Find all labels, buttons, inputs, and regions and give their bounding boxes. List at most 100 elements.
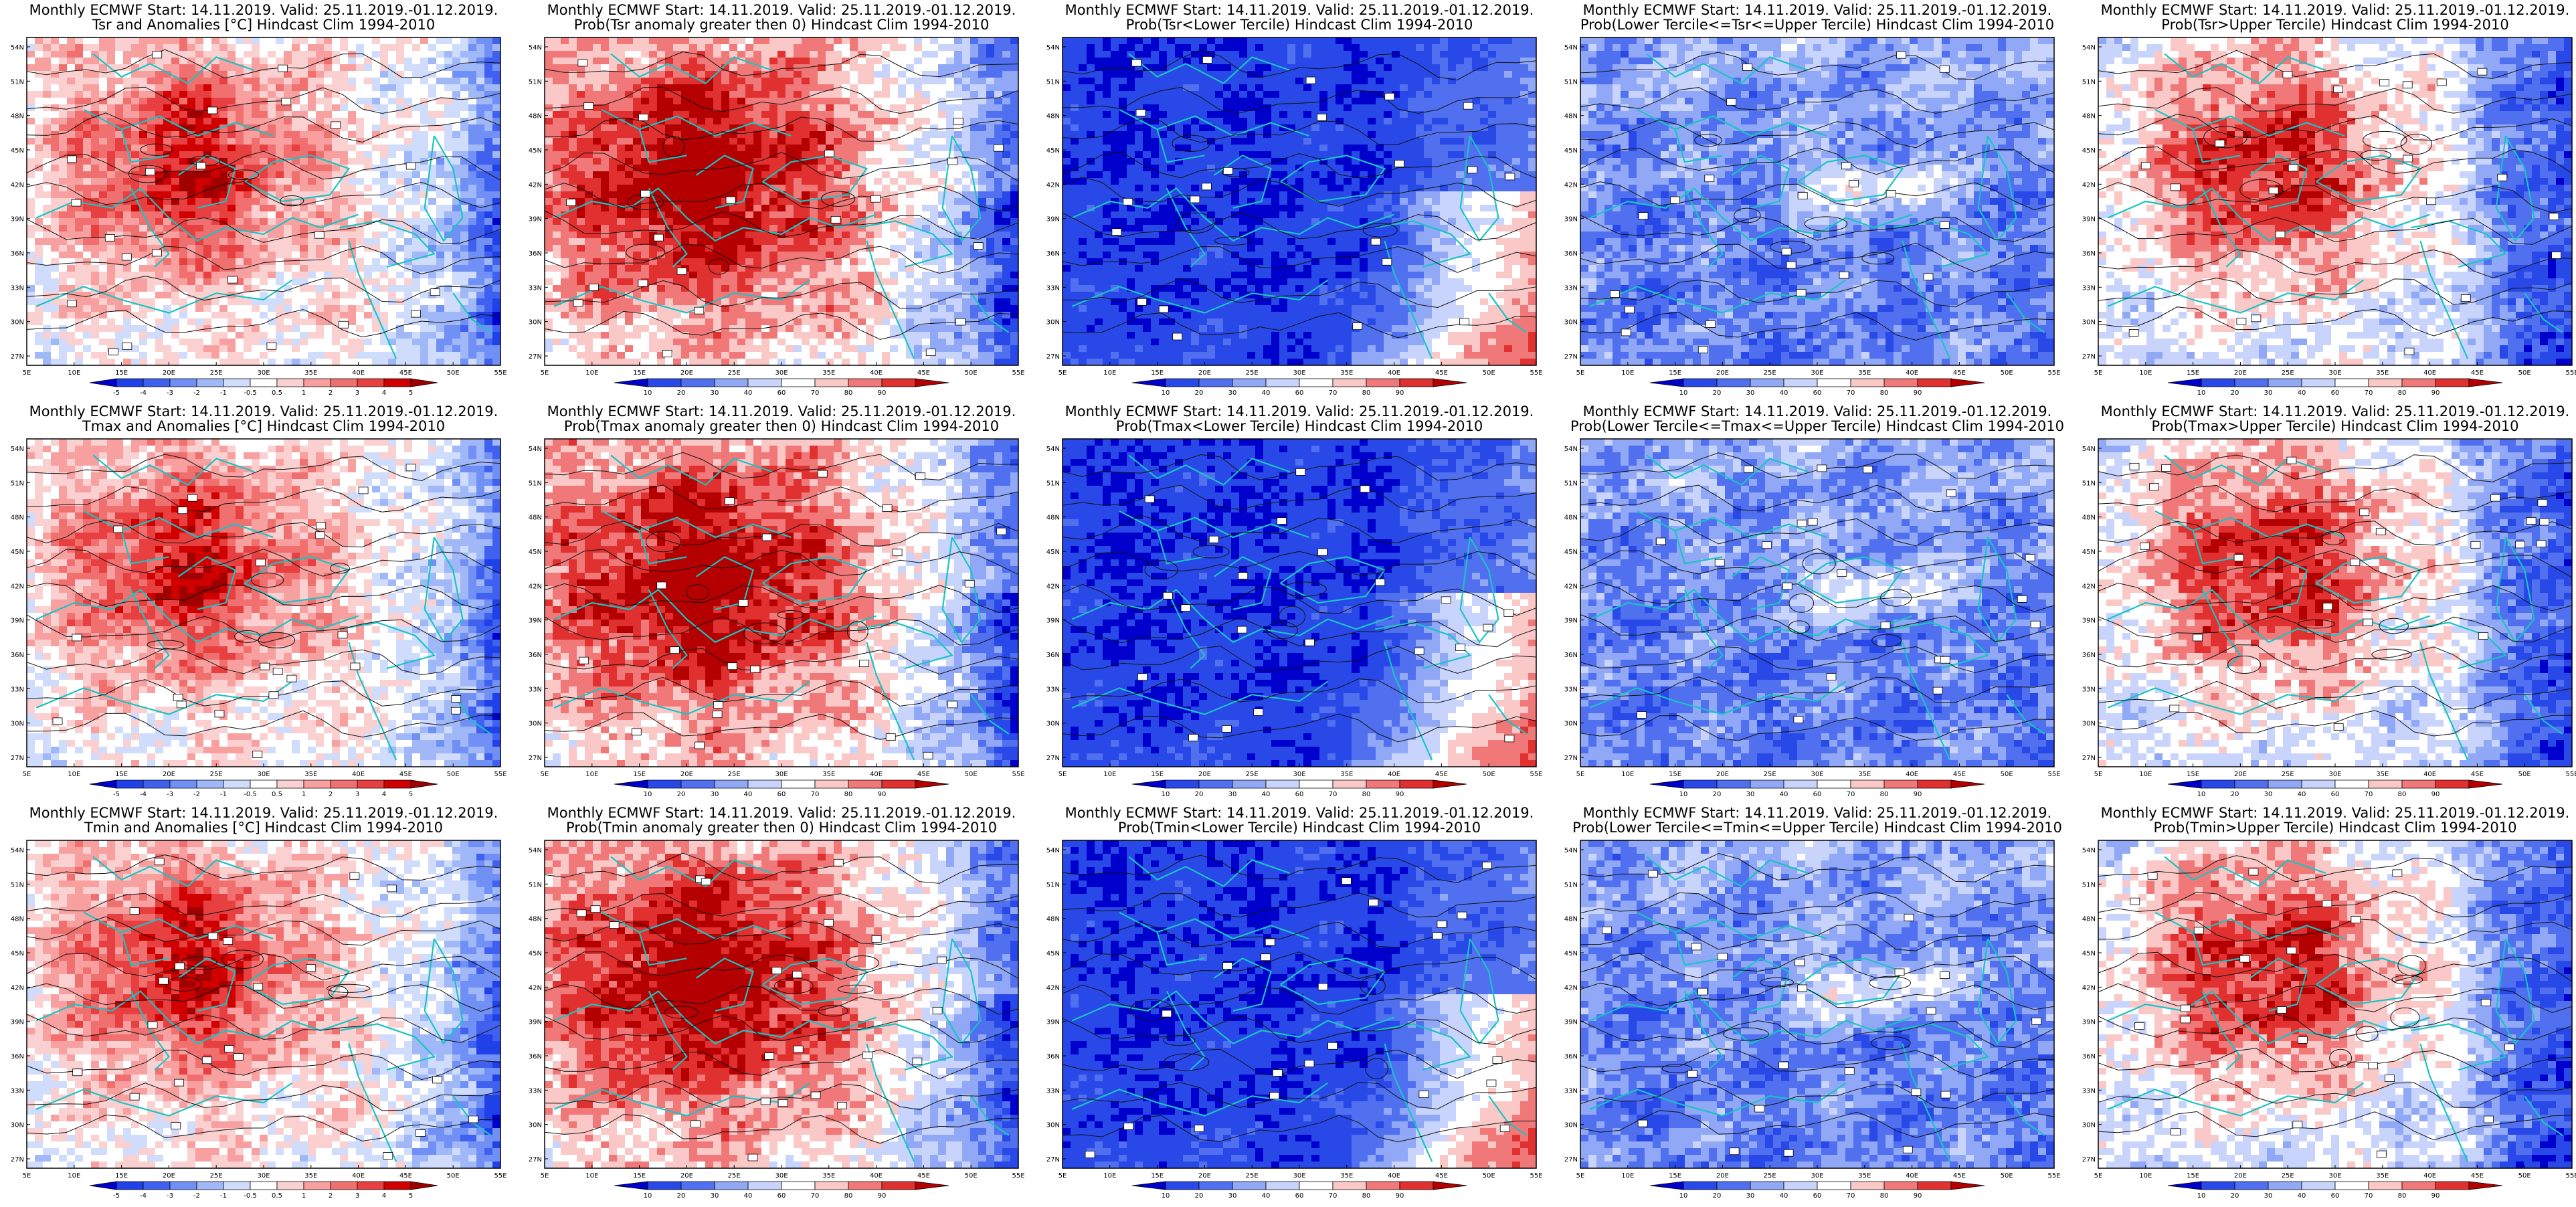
lon-tick-label: 5E	[1576, 1172, 1585, 1180]
lat-tick-label: 39N	[529, 216, 542, 223]
colorbar-swatch	[614, 780, 648, 788]
colorbar-swatch	[304, 379, 331, 387]
lon-tick-label: 10E	[68, 1172, 80, 1180]
colorbar-label: 80	[1362, 389, 1371, 397]
colorbar-swatch	[882, 780, 915, 788]
colorbar-label: 3	[355, 1192, 359, 1200]
lat-tick-label: 54N	[529, 44, 542, 52]
colorbar-label: 70	[1329, 791, 1338, 798]
lat-tick-label: 48N	[11, 113, 24, 120]
panel-title-line2: Prob(Lower Tercile<=Tmin<=Upper Tercile)…	[1572, 820, 2062, 836]
lat-tick-label: 45N	[1564, 950, 1578, 957]
colorbar-label: 80	[2398, 389, 2407, 397]
colorbar-swatch	[1232, 379, 1266, 387]
lat-tick-label: 48N	[529, 515, 542, 522]
colorbar-label: 70	[2365, 389, 2373, 397]
colorbar-swatch	[715, 379, 748, 387]
colorbar-swatch	[223, 1182, 250, 1190]
panel-title-line1: Monthly ECMWF Start: 14.11.2019. Valid: …	[1583, 805, 2052, 821]
lat-tick-label: 36N	[529, 250, 542, 258]
lon-tick-label: 15E	[2187, 369, 2199, 377]
colorbar-swatch	[2369, 379, 2402, 387]
colorbar-swatch	[384, 1182, 411, 1190]
lon-tick-label: 25E	[728, 1172, 741, 1180]
lon-tick-label: 30E	[2328, 1172, 2341, 1180]
lon-tick-label: 10E	[1103, 1172, 1116, 1180]
colorbar-label: 90	[1396, 791, 1404, 798]
colorbar-label: 70	[811, 1192, 820, 1200]
map-field	[1580, 439, 2055, 767]
lat-tick-label: 39N	[2082, 618, 2096, 625]
colorbar-swatch	[331, 1182, 357, 1190]
lat-tick-label: 39N	[1564, 216, 1578, 223]
lat-tick-label: 27N	[1564, 1156, 1578, 1164]
colorbar-swatch	[1333, 379, 1366, 387]
panel-title-line1: Monthly ECMWF Start: 14.11.2019. Valid: …	[547, 805, 1016, 821]
lon-tick-label: 20E	[1198, 771, 1211, 778]
colorbar-swatch	[1717, 1182, 1750, 1190]
panel-title-line2: Prob(Lower Tercile<=Tmax<=Upper Tercile)…	[1570, 418, 2064, 434]
lat-tick-label: 39N	[2082, 1019, 2096, 1026]
lat-tick-label: 30N	[2082, 1122, 2096, 1129]
lat-tick-label: 42N	[529, 181, 542, 189]
lon-tick-label: 50E	[1483, 771, 1495, 778]
colorbar-label: -1	[220, 791, 227, 798]
colorbar-swatch	[1132, 1182, 1166, 1190]
lat-tick-label: 33N	[529, 1087, 542, 1095]
colorbar-swatch	[1232, 1182, 1266, 1190]
colorbar-swatch	[781, 780, 815, 788]
lat-tick-label: 39N	[1046, 216, 1060, 223]
map-field	[2098, 840, 2573, 1169]
lat-tick-label: 48N	[2082, 515, 2096, 522]
lat-tick-label: 45N	[1564, 549, 1578, 556]
colorbar-label: 90	[2431, 791, 2440, 798]
lat-tick-label: 39N	[1564, 1019, 1578, 1026]
lon-tick-label: 25E	[210, 771, 223, 778]
colorbar-label: 30	[1228, 389, 1237, 397]
colorbar-swatch	[1299, 780, 1333, 788]
colorbar-label: 20	[2231, 791, 2239, 798]
colorbar-label: 80	[844, 1192, 853, 1200]
colorbar-swatch	[614, 379, 648, 387]
lon-tick-label: 55E	[494, 1172, 507, 1180]
map-panel-tmax-prob-middle: Monthly ECMWF Start: 14.11.2019. Valid: …	[1564, 403, 2064, 798]
lon-tick-label: 25E	[728, 771, 741, 778]
colorbar-swatch	[250, 1182, 277, 1190]
lat-tick-label: 36N	[1046, 1053, 1060, 1060]
lat-tick-label: 27N	[11, 1156, 24, 1164]
lat-tick-label: 54N	[1564, 847, 1578, 854]
lon-tick-label: 55E	[2047, 1172, 2060, 1180]
colorbar-swatch	[1166, 379, 1199, 387]
lon-tick-label: 25E	[1764, 1172, 1776, 1180]
colorbar-label: 1	[302, 1192, 306, 1200]
lon-tick-label: 50E	[1483, 369, 1495, 377]
lon-tick-label: 45E	[399, 1172, 412, 1180]
colorbar-label: 20	[2231, 1192, 2239, 1200]
lon-tick-label: 15E	[1151, 369, 1164, 377]
lat-tick-label: 27N	[1046, 353, 1060, 361]
colorbar-label: 20	[1713, 389, 1722, 397]
lat-tick-label: 33N	[2082, 1087, 2096, 1095]
lon-tick-label: 40E	[1906, 771, 1918, 778]
colorbar-label: 10	[2197, 791, 2206, 798]
colorbar-swatch	[1299, 1182, 1333, 1190]
lon-tick-label: 25E	[1764, 369, 1776, 377]
lat-tick-label: 30N	[529, 1122, 542, 1129]
lon-tick-label: 5E	[23, 1172, 31, 1180]
lon-tick-label: 10E	[1621, 369, 1634, 377]
colorbar-swatch	[1433, 780, 1467, 788]
colorbar-swatch	[1433, 379, 1467, 387]
lat-tick-label: 27N	[1046, 1156, 1060, 1164]
colorbar-label: 40	[744, 389, 753, 397]
colorbar-swatch	[223, 379, 250, 387]
panel-title-line2: Tmin and Anomalies [°C] Hindcast Clim 19…	[84, 820, 443, 836]
lat-tick-label: 54N	[529, 847, 542, 854]
panel-title-line1: Monthly ECMWF Start: 14.11.2019. Valid: …	[29, 2, 498, 18]
colorbar-swatch	[2335, 1182, 2369, 1190]
lat-tick-label: 36N	[2082, 1053, 2096, 1060]
lat-tick-label: 54N	[529, 446, 542, 453]
lat-tick-label: 45N	[529, 147, 542, 155]
